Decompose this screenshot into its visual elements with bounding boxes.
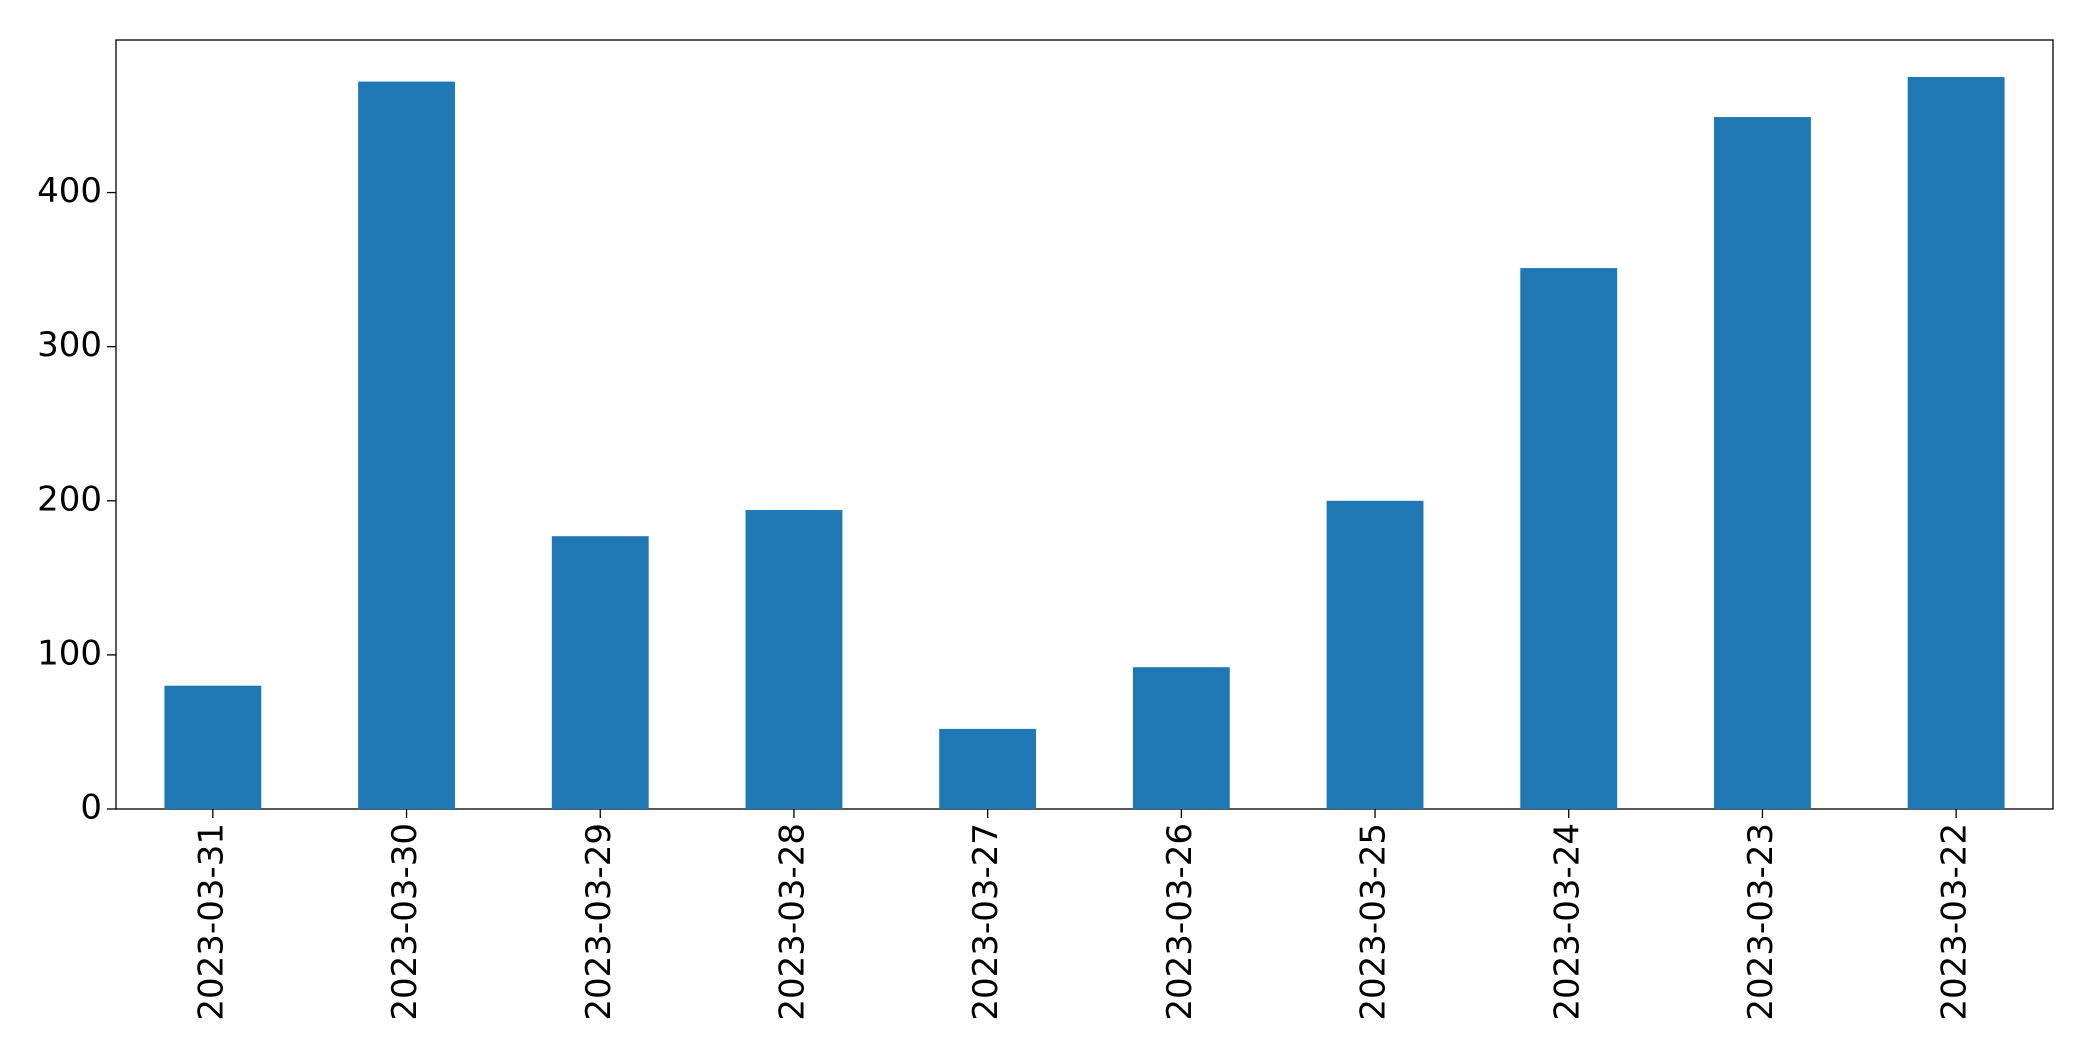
x-tick-label: 2023-03-26 xyxy=(1160,823,1200,1021)
bar xyxy=(1326,500,1424,809)
bar xyxy=(745,510,843,809)
x-tick-label: 2023-03-28 xyxy=(772,823,812,1021)
x-tick-label: 2023-03-22 xyxy=(1935,823,1975,1021)
bar xyxy=(1520,268,1618,809)
x-tick-label: 2023-03-24 xyxy=(1547,823,1587,1021)
bar xyxy=(1132,667,1230,809)
bar xyxy=(1714,117,1811,810)
y-tick-label: 0 xyxy=(80,788,102,828)
plot-frame xyxy=(115,39,2054,810)
bar xyxy=(358,81,455,810)
x-tick-label: 2023-03-30 xyxy=(385,823,425,1021)
bar xyxy=(939,728,1037,809)
bar xyxy=(1907,76,2005,810)
x-tick-label: 2023-03-31 xyxy=(191,823,231,1021)
y-tick-label: 300 xyxy=(37,325,102,365)
x-tick-label: 2023-03-29 xyxy=(579,823,619,1021)
bar xyxy=(551,536,649,809)
bar xyxy=(164,685,262,809)
x-tick-label: 2023-03-25 xyxy=(1354,823,1394,1021)
y-tick-label: 200 xyxy=(37,479,102,519)
y-tick-label: 400 xyxy=(37,171,102,211)
y-tick-label: 100 xyxy=(37,633,102,673)
x-tick-label: 2023-03-23 xyxy=(1741,823,1781,1021)
x-tick-label: 2023-03-27 xyxy=(966,823,1006,1021)
